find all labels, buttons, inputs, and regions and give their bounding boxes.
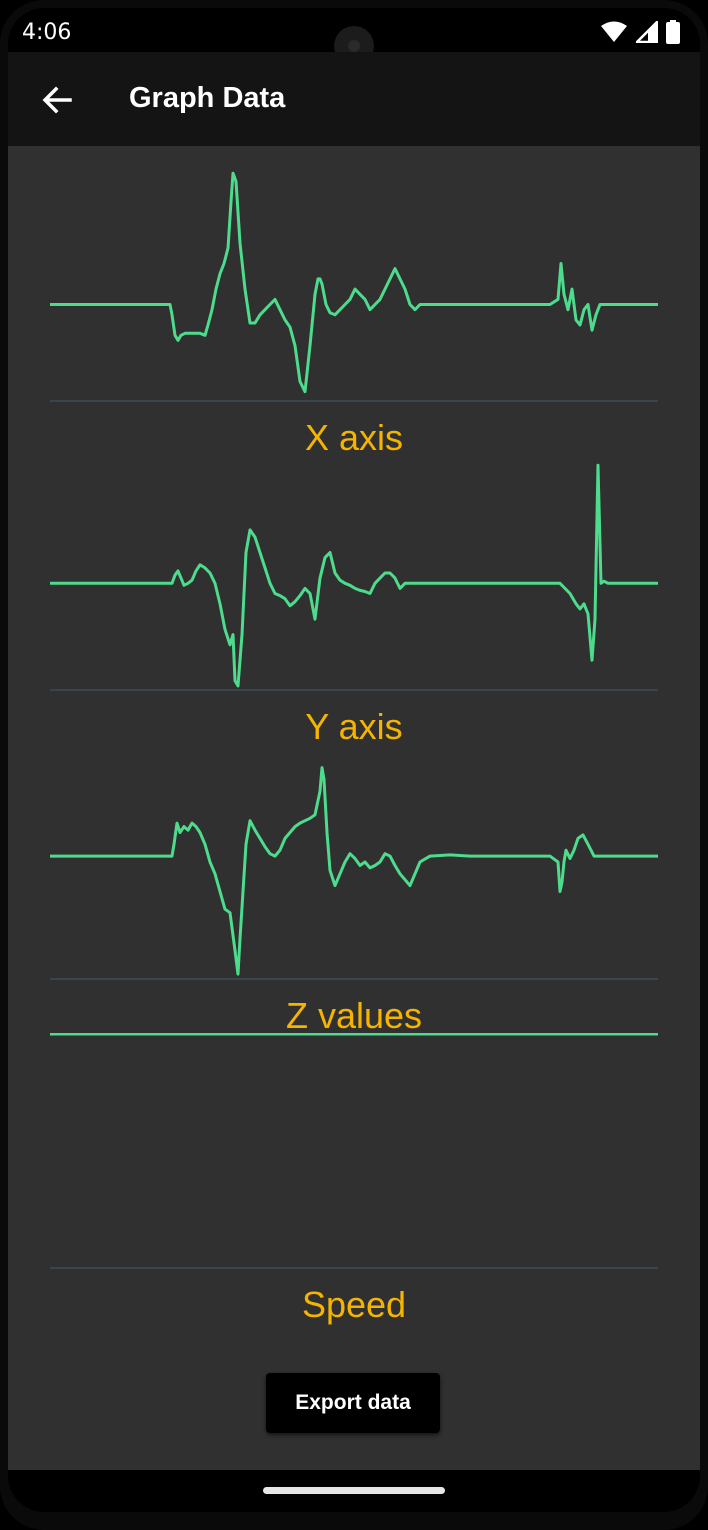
graph-content: X axis Y axis Z values Speed Export data	[8, 146, 700, 1470]
y-axis-chart	[50, 455, 658, 691]
back-button[interactable]	[36, 78, 80, 122]
navigation-bar	[8, 1470, 700, 1512]
z-values-chart	[50, 744, 658, 980]
signal-icon	[636, 21, 658, 43]
chart-svg	[50, 1033, 658, 1269]
wifi-icon	[601, 21, 627, 42]
speed-label: Speed	[301, 1284, 407, 1325]
z-values-label: Z values	[285, 995, 423, 1036]
export-data-button[interactable]: Export data	[266, 1373, 440, 1433]
battery-icon	[666, 20, 680, 44]
x-axis-chart	[50, 166, 658, 402]
y-axis-label: Y axis	[305, 706, 403, 747]
series-line	[50, 463, 658, 688]
status-icons	[600, 20, 680, 44]
chart-svg	[50, 463, 658, 691]
series-line	[50, 171, 658, 394]
home-handle[interactable]	[263, 1487, 445, 1494]
x-axis-label: X axis	[304, 417, 404, 458]
chart-svg	[50, 171, 658, 402]
status-time: 4:06	[22, 20, 72, 45]
series-line	[50, 766, 658, 976]
chart-svg	[50, 766, 658, 980]
page-title: Graph Data	[129, 82, 286, 114]
app-bar: Graph Data	[8, 52, 700, 146]
arrow-back-icon	[42, 86, 72, 114]
speed-chart	[50, 1033, 658, 1269]
